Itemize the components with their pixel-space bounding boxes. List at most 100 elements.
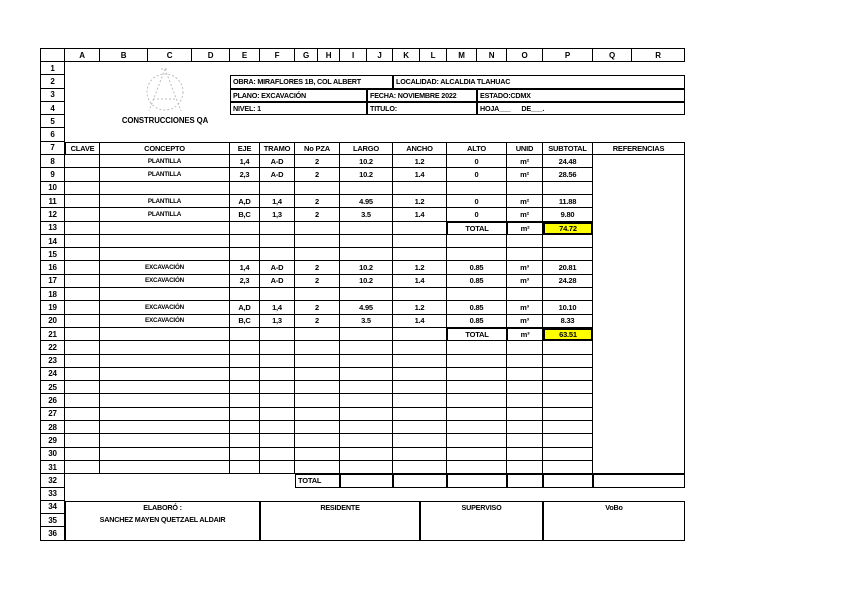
- cell-r23-subtotal: [543, 354, 593, 368]
- column-letter-M: M: [447, 48, 477, 62]
- referencias-merged-cell: [593, 155, 685, 475]
- cell-r20-concepto: EXCAVACIÓN: [100, 314, 230, 328]
- cell-r11-alto: 0: [447, 194, 507, 209]
- cell-r28-pza: [295, 421, 340, 435]
- row-number-27: 27: [40, 407, 65, 422]
- cell-r20-clave: [65, 314, 100, 328]
- cell-r10-tramo: [260, 181, 295, 195]
- cell-r30-concepto: [100, 447, 230, 461]
- cell-r26-clave: [65, 394, 100, 408]
- cell-r14-eje: [230, 234, 260, 249]
- cell-r22-concepto: [100, 341, 230, 355]
- cell-r13-concepto: [100, 221, 230, 235]
- cell-r29-ancho: [393, 434, 447, 448]
- cell-r29-pza: [295, 434, 340, 448]
- cell-r24-alto: [447, 367, 507, 382]
- cell-r14-unid: [507, 234, 543, 249]
- grand-total-empty-cell-2: [447, 474, 507, 488]
- cell-r31-tramo: [260, 460, 295, 475]
- cell-r24-concepto: [100, 367, 230, 382]
- cell-r28-eje: [230, 421, 260, 435]
- column-letter-I: I: [340, 48, 367, 62]
- cell-r9-clave: [65, 168, 100, 182]
- cell-r16-concepto: EXCAVACIÓN: [100, 261, 230, 275]
- cell-r18-clave: [65, 288, 100, 302]
- cell-r26-unid: [507, 394, 543, 408]
- cell-r22-clave: [65, 341, 100, 355]
- cell-r24-ancho: [393, 367, 447, 382]
- cell-r14-subtotal: [543, 234, 593, 249]
- header-unid: UNID: [507, 141, 543, 156]
- row-number-36: 36: [40, 527, 65, 541]
- cell-r25-subtotal: [543, 381, 593, 395]
- signature-vobo-cell: VoBo: [543, 500, 685, 541]
- cell-r12-concepto: PLANTILLA: [100, 208, 230, 222]
- row-number-5: 5: [40, 115, 65, 129]
- cell-r8-ancho: 1.2: [393, 155, 447, 169]
- cell-r31-pza: [295, 460, 340, 475]
- column-letter-F: F: [260, 48, 295, 62]
- cell-r30-unid: [507, 447, 543, 461]
- cell-r16-clave: [65, 261, 100, 275]
- cell-r9-subtotal: 28.56: [543, 168, 593, 182]
- row-number-8: 8: [40, 155, 65, 169]
- cell-r14-concepto: [100, 234, 230, 249]
- cell-r20-alto: 0.85: [447, 314, 507, 328]
- row-number-31: 31: [40, 460, 65, 475]
- cell-r10-ancho: [393, 181, 447, 195]
- cell-r18-concepto: [100, 288, 230, 302]
- corner-cell: [40, 48, 65, 62]
- cell-r17-concepto: EXCAVACIÓN: [100, 274, 230, 289]
- row-number-11: 11: [40, 194, 65, 209]
- cell-r24-eje: [230, 367, 260, 382]
- title-titulo: TITULO:: [367, 101, 477, 116]
- grand-total-empty-cell-1: [393, 474, 447, 488]
- cell-r20-unid: m³: [507, 314, 543, 328]
- header-subtotal: SUBTOTAL: [543, 141, 593, 156]
- row-number-32: 32: [40, 474, 65, 488]
- header-ancho: ANCHO: [393, 141, 447, 156]
- row-number-13: 13: [40, 221, 65, 235]
- cell-r18-tramo: [260, 288, 295, 302]
- row-number-14: 14: [40, 234, 65, 249]
- cell-r25-alto: [447, 381, 507, 395]
- cell-r26-subtotal: [543, 394, 593, 408]
- cell-r28-largo: [340, 421, 393, 435]
- cell-r19-pza: 2: [295, 301, 340, 315]
- cell-r19-clave: [65, 301, 100, 315]
- cell-r23-tramo: [260, 354, 295, 368]
- row-number-26: 26: [40, 394, 65, 408]
- cell-r31-largo: [340, 460, 393, 475]
- cell-r13-largo: [340, 221, 393, 235]
- cell-r18-ancho: [393, 288, 447, 302]
- cell-r15-pza: [295, 248, 340, 262]
- cell-r29-subtotal: [543, 434, 593, 448]
- cell-r30-pza: [295, 447, 340, 461]
- cell-r17-tramo: A-D: [260, 274, 295, 289]
- cell-r26-pza: [295, 394, 340, 408]
- cell-r21-concepto: [100, 327, 230, 342]
- cell-r17-clave: [65, 274, 100, 289]
- row-number-12: 12: [40, 208, 65, 222]
- cell-r8-pza: 2: [295, 155, 340, 169]
- cell-r25-eje: [230, 381, 260, 395]
- title-hoja: HOJA___ DE___.: [477, 101, 685, 116]
- cell-r21-tramo: [260, 327, 295, 342]
- elaboro-label: ELABORÓ :: [143, 502, 182, 512]
- cell-r11-concepto: PLANTILLA: [100, 194, 230, 209]
- cell-r11-clave: [65, 194, 100, 209]
- cell-r13-eje: [230, 221, 260, 235]
- cell-r24-largo: [340, 367, 393, 382]
- cell-r17-alto: 0.85: [447, 274, 507, 289]
- cell-r23-concepto: [100, 354, 230, 368]
- cell-r13-unid: m²: [507, 221, 543, 235]
- cell-r22-unid: [507, 341, 543, 355]
- cell-r12-largo: 3.5: [340, 208, 393, 222]
- row-number-35: 35: [40, 514, 65, 528]
- column-letter-K: K: [393, 48, 420, 62]
- title-localidad: LOCALIDAD: ALCALDIA TLAHUAC: [393, 75, 685, 89]
- header-largo: LARGO: [340, 141, 393, 156]
- cell-r10-largo: [340, 181, 393, 195]
- cell-r22-eje: [230, 341, 260, 355]
- cell-r11-tramo: 1,4: [260, 194, 295, 209]
